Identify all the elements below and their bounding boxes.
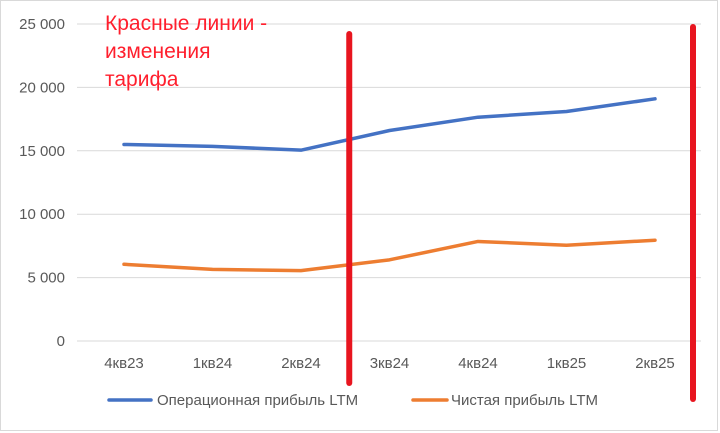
x-tick-label: 4кв23 (104, 355, 144, 372)
tariff-change-lines (346, 24, 696, 402)
legend-label: Операционная прибыль LTM (157, 392, 358, 409)
x-tick-label: 4кв24 (458, 355, 498, 372)
series-layer (122, 97, 657, 273)
x-tick-label: 3кв24 (370, 355, 410, 372)
legend-label: Чистая прибыль LTM (451, 392, 598, 409)
x-tick-label: 1кв25 (547, 355, 587, 372)
legend: Операционная прибыль LTM Чистая прибыль L… (107, 392, 598, 409)
y-tick-label: 5 000 (27, 270, 65, 287)
y-tick-label: 15 000 (19, 143, 65, 160)
annotation-text: Красные линии - изменения тарифа (105, 12, 267, 91)
series-line-1 (122, 97, 657, 152)
x-tick-label: 2кв25 (635, 355, 675, 372)
x-tick-label: 1кв24 (193, 355, 233, 372)
y-axis-tick-labels: 0 5 000 10 000 15 000 20 000 25 000 (19, 16, 65, 350)
x-axis-tick-labels: 4кв23 1кв24 2кв24 3кв24 4кв24 1кв25 2кв25 (104, 355, 675, 372)
gridlines (77, 23, 701, 342)
annotation-line: тарифа (105, 68, 179, 91)
y-tick-label: 10 000 (19, 206, 65, 223)
y-tick-label: 20 000 (19, 79, 65, 96)
y-tick-label: 0 (57, 333, 65, 350)
annotation-line: изменения (105, 40, 210, 63)
x-tick-label: 2кв24 (281, 355, 321, 372)
series-line-2 (122, 238, 657, 273)
annotation-line: Красные линии - (105, 12, 267, 35)
y-tick-label: 25 000 (19, 16, 65, 33)
